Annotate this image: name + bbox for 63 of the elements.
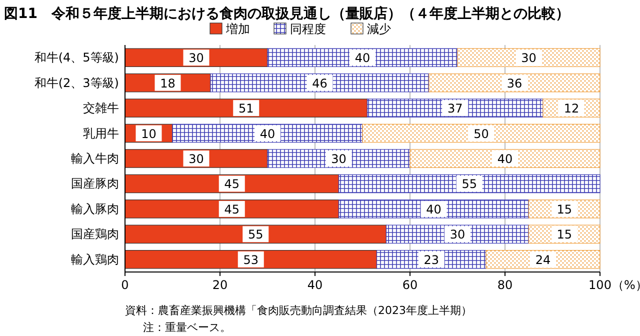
bar: [338, 200, 530, 218]
y-tick-label: 和牛(4、5等級): [34, 50, 119, 65]
data-label: 46: [312, 76, 328, 90]
data-label: 36: [506, 76, 522, 90]
bar: [124, 224, 387, 244]
bar: [410, 149, 600, 168]
x-axis-title: （%）: [612, 278, 640, 292]
data-label: 15: [556, 228, 572, 242]
bar: [124, 250, 378, 269]
bar: [428, 73, 600, 92]
data-label: 30: [331, 152, 346, 166]
text: 資料：農畜産業振興機構「食肉販売動向調査結果（2023年度上半期）: [125, 304, 472, 317]
data-label: 10: [141, 126, 156, 141]
x-tick-label: 80: [497, 278, 513, 292]
data-label: 37: [447, 102, 463, 116]
data-label: 55: [462, 177, 478, 192]
data-label: 30: [188, 152, 204, 166]
data-label: 18: [160, 76, 176, 90]
y-tick-label: 輸入豚肉: [71, 202, 119, 216]
x-tick-label: 60: [402, 278, 418, 292]
x-tick-label: 100: [588, 278, 612, 292]
bar: [267, 48, 458, 67]
data-label: 30: [188, 51, 204, 66]
bar: [457, 48, 600, 67]
bar: [124, 200, 340, 218]
bar: [362, 124, 600, 143]
y-tick-label: 輸入牛肉: [71, 152, 119, 166]
data-label: 40: [354, 51, 370, 66]
text: 注：重量ベース。: [143, 321, 231, 334]
data-label: 15: [556, 202, 572, 216]
data-label: 40: [260, 126, 276, 141]
data-label: 24: [535, 252, 551, 267]
y-tick-label: 和牛(2、3等級): [34, 76, 119, 90]
data-label: 45: [224, 202, 240, 216]
bar: [338, 174, 600, 194]
data-label: 45: [224, 177, 240, 192]
legend-label: 同程度: [290, 22, 326, 36]
x-tick-label: 20: [212, 278, 228, 292]
legend-label: 増加: [225, 22, 250, 36]
data-label: 12: [564, 102, 580, 116]
chart-title: 図11 令和５年度上半期における食肉の取扱見通し（量販店）（４年度上半期との比較）: [4, 5, 570, 22]
x-tick-label: 0: [121, 278, 129, 292]
data-label: 23: [424, 252, 440, 267]
bar: [210, 73, 430, 92]
data-label: 50: [474, 126, 489, 141]
data-label: 51: [238, 102, 254, 116]
data-label: 30: [450, 228, 466, 242]
y-tick-label: 交雑牛: [83, 101, 119, 116]
y-tick-label: 輸入鶏肉: [71, 252, 119, 266]
y-tick-label: 乳用牛: [83, 126, 119, 140]
y-tick-label: 国産豚肉: [71, 176, 119, 191]
data-label: 40: [426, 202, 442, 216]
x-tick-label: 40: [307, 278, 323, 292]
data-label: 30: [521, 51, 536, 66]
bar: [172, 124, 363, 143]
bar: [366, 98, 544, 118]
y-tick-label: 国産鶏肉: [71, 227, 119, 242]
data-label: 40: [497, 152, 513, 166]
data-label: 55: [248, 228, 264, 242]
data-label: 53: [243, 252, 259, 267]
legend-label: 減少: [367, 22, 391, 36]
bar: [124, 98, 368, 118]
bar: [124, 174, 340, 194]
